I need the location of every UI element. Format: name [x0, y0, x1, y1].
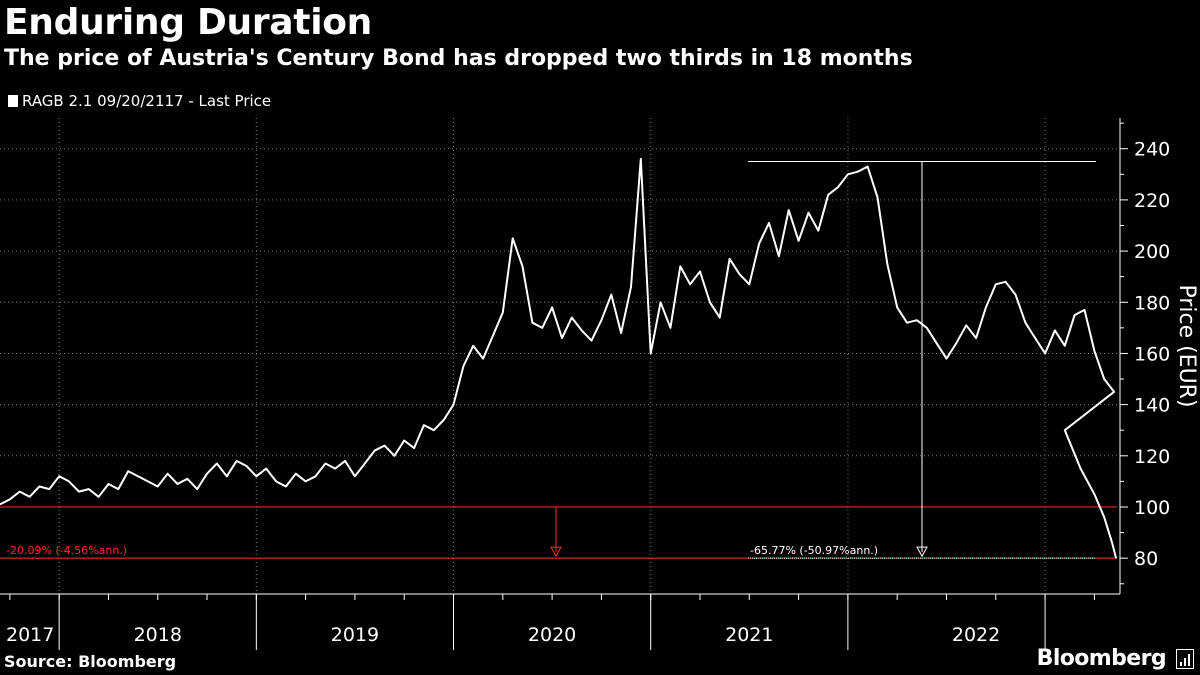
y-tick-label: 160	[1134, 343, 1170, 365]
drop-arrow-head	[916, 546, 928, 558]
y-axis-label: Price (EUR)	[1174, 284, 1199, 407]
source-note: Source: Bloomberg	[4, 652, 177, 671]
chart-subtitle: The price of Austria's Century Bond has …	[4, 46, 913, 71]
drop-annotation-label: -65.77% (-50.97%ann.)	[750, 544, 878, 557]
x-tick-label: 2017	[6, 624, 54, 646]
y-tick-label: 120	[1134, 446, 1170, 468]
y-tick-label: 140	[1134, 395, 1170, 417]
y-tick-label: 180	[1134, 292, 1170, 314]
grid-lines	[0, 118, 1120, 594]
chart-title: Enduring Duration	[4, 2, 373, 43]
drop-annotation-label: -20.09% (-4.56%ann.)	[6, 544, 127, 557]
y-tick-label: 100	[1134, 497, 1170, 519]
x-tick-label: 2021	[725, 624, 773, 646]
legend-label: RAGB 2.1 09/20/2117 - Last Price	[22, 92, 272, 110]
drop-arrow-head	[550, 546, 562, 558]
x-tick-label: 2020	[528, 624, 576, 646]
axes: 80 100 120 140 160 180 200 220 240 2017 2018 2019 20…	[0, 118, 1199, 650]
x-tick-label: 2019	[331, 624, 379, 646]
y-tick-label: 80	[1134, 548, 1158, 570]
legend-swatch	[8, 95, 18, 107]
reference-lines	[0, 506, 1116, 559]
price-line	[0, 157, 1118, 559]
x-tick-label: 2018	[134, 624, 182, 646]
annotations: -20.09% (-4.56%ann.) -65.77% (-50.97%ann.…	[6, 161, 1096, 559]
y-tick-label: 200	[1134, 241, 1170, 263]
y-tick-label: 220	[1134, 190, 1170, 212]
bloomberg-logo: Bloomberg	[1036, 646, 1167, 671]
x-tick-label: 2022	[952, 624, 1000, 646]
y-tick-label: 240	[1134, 139, 1170, 161]
chart-icon	[1176, 649, 1194, 669]
legend: RAGB 2.1 09/20/2117 - Last Price	[8, 92, 271, 110]
